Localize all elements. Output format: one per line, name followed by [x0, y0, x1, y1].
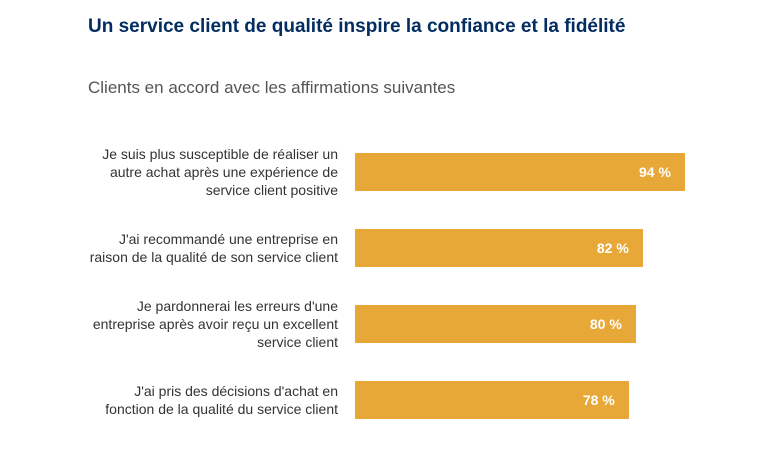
value-label: 80 % — [589, 316, 622, 332]
chart-title: Un service client de qualité inspire la … — [88, 16, 626, 37]
bar — [355, 381, 629, 419]
bar — [355, 153, 685, 191]
category-label: J'ai pris des décisions d'achat en fonct… — [105, 383, 338, 417]
value-label: 94 % — [639, 164, 671, 180]
value-label: 78 % — [582, 392, 615, 408]
value-label: 82 % — [596, 240, 629, 256]
category-label: Je pardonnerai les erreurs d'une entrepr… — [92, 298, 338, 350]
bar — [355, 305, 636, 343]
chart-subtitle: Clients en accord avec les affirmations … — [88, 78, 456, 97]
bar — [355, 229, 643, 267]
category-label: Je suis plus susceptible de réaliser un … — [102, 146, 338, 198]
category-label: J'ai recommandé une entreprise en raison… — [89, 231, 338, 265]
